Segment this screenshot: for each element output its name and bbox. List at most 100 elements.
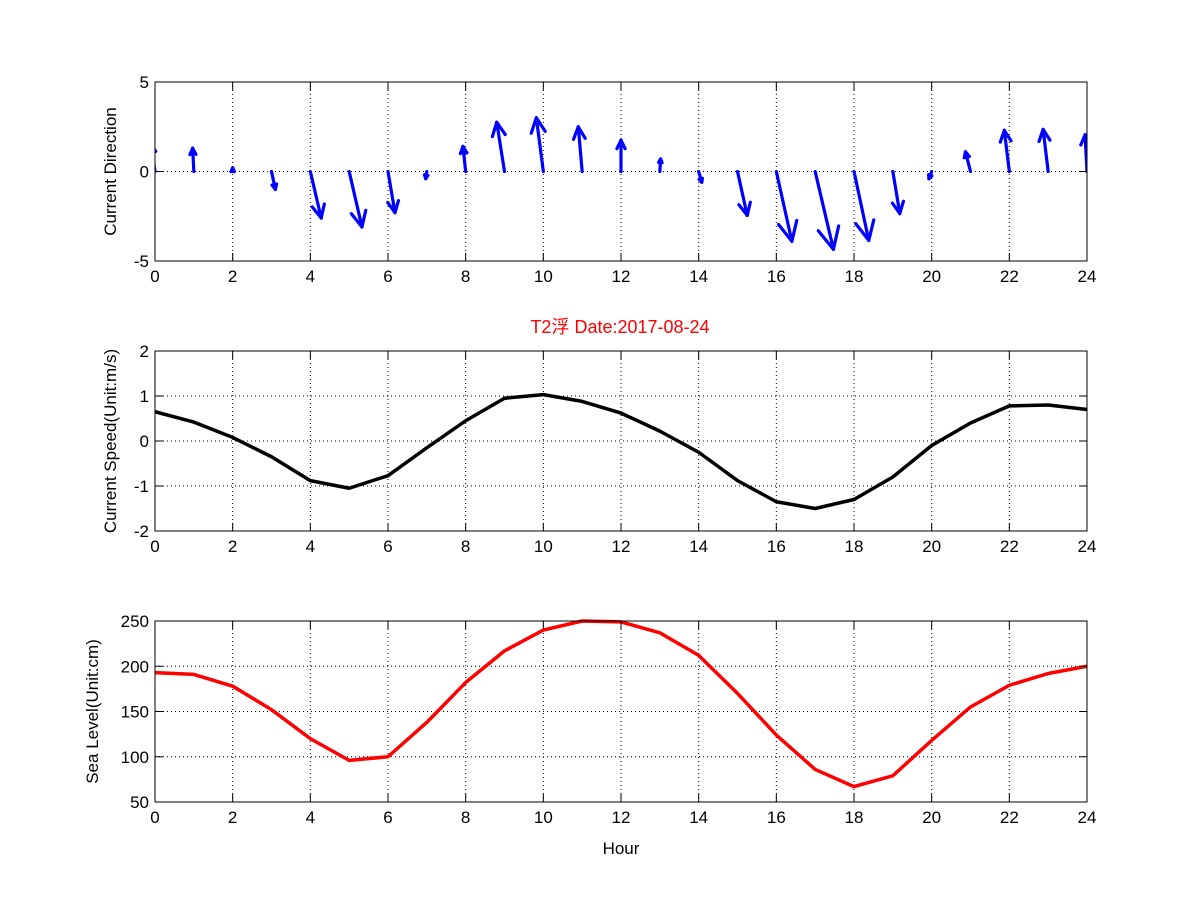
y-tick-label: 1 bbox=[140, 387, 149, 406]
x-tick-label: 10 bbox=[534, 537, 553, 556]
x-tick-label: 14 bbox=[689, 808, 708, 827]
x-tick-label: 18 bbox=[845, 808, 864, 827]
arrow-head bbox=[1037, 127, 1045, 144]
x-tick-label: 12 bbox=[612, 537, 631, 556]
quiver-arrow bbox=[890, 169, 906, 216]
arrow-head bbox=[927, 174, 934, 181]
quiver-arrow bbox=[308, 169, 326, 220]
chart-title: T2浮 Date:2017-08-24 bbox=[530, 317, 709, 337]
y-tick-label: 5 bbox=[140, 73, 149, 92]
arrow-head bbox=[534, 116, 547, 133]
x-tick-label: 22 bbox=[1000, 537, 1019, 556]
quiver-arrow bbox=[386, 169, 401, 215]
y-axis-label: Current Direction bbox=[101, 107, 120, 236]
quiver-series bbox=[149, 116, 1087, 251]
x-tick-label: 14 bbox=[689, 537, 708, 556]
y-tick-label: 0 bbox=[140, 163, 149, 182]
arrow-head bbox=[310, 205, 323, 220]
arrow-head bbox=[790, 218, 799, 243]
y-tick-label: 200 bbox=[121, 657, 149, 676]
x-tick-label: 2 bbox=[228, 267, 237, 286]
x-tick-label: 6 bbox=[383, 537, 392, 556]
arrow-shaft bbox=[308, 169, 323, 220]
arrow-head bbox=[615, 138, 623, 151]
x-tick-label: 0 bbox=[150, 537, 159, 556]
quiver-arrow bbox=[962, 150, 973, 174]
arrow-head bbox=[386, 200, 397, 215]
quiver-arrow bbox=[490, 120, 507, 174]
y-tick-label: -5 bbox=[134, 252, 149, 271]
quiver-arrow bbox=[347, 169, 368, 229]
y-tick-label: 150 bbox=[121, 703, 149, 722]
quiver-arrow bbox=[735, 169, 752, 217]
y-tick-label: 100 bbox=[121, 748, 149, 767]
arrow-head bbox=[273, 182, 279, 191]
x-tick-label: 22 bbox=[1000, 267, 1019, 286]
arrow-shaft bbox=[347, 169, 364, 229]
arrow-head bbox=[1002, 128, 1013, 143]
x-tick-label: 6 bbox=[383, 808, 392, 827]
arrow-shaft bbox=[576, 125, 584, 174]
arrow-head bbox=[816, 229, 836, 251]
arrow-shaft bbox=[155, 160, 157, 174]
arrow-shaft bbox=[461, 144, 468, 174]
arrow-head bbox=[854, 222, 871, 243]
x-tick-label: 10 bbox=[534, 267, 553, 286]
x-tick-label: 2 bbox=[228, 808, 237, 827]
arrow-head bbox=[490, 120, 499, 139]
quiver-arrow bbox=[229, 166, 237, 174]
x-tick-label: 14 bbox=[689, 267, 708, 286]
y-axis-label: Current Speed(Unit:m/s) bbox=[101, 349, 120, 533]
arrow-shaft bbox=[774, 169, 794, 243]
arrow-shaft bbox=[495, 120, 507, 174]
arrow-head bbox=[776, 222, 794, 243]
x-tick-label: 20 bbox=[922, 537, 941, 556]
x-tick-label: 0 bbox=[150, 808, 159, 827]
quiver-arrow bbox=[813, 169, 841, 251]
x-tick-label: 0 bbox=[150, 267, 159, 286]
x-tick-label: 6 bbox=[383, 267, 392, 286]
arrow-head bbox=[529, 116, 538, 135]
y-tick-label: 2 bbox=[140, 342, 149, 361]
x-tick-label: 24 bbox=[1078, 537, 1097, 556]
arrow-head bbox=[867, 218, 876, 243]
y-tick-label: 0 bbox=[140, 432, 149, 451]
quiver-arrow bbox=[188, 146, 198, 174]
x-axis-label: Hour bbox=[603, 839, 640, 858]
x-tick-label: 22 bbox=[1000, 808, 1019, 827]
quiver-arrow bbox=[697, 169, 705, 184]
arrow-head bbox=[424, 173, 430, 181]
arrow-head bbox=[890, 201, 902, 216]
arrow-head bbox=[188, 146, 195, 157]
x-tick-label: 18 bbox=[845, 537, 864, 556]
arrow-head bbox=[458, 144, 465, 156]
arrow-shaft bbox=[852, 169, 871, 243]
x-tick-label: 4 bbox=[306, 537, 315, 556]
y-tick-label: -2 bbox=[134, 522, 149, 541]
arrow-head bbox=[737, 203, 749, 217]
quiver-arrow bbox=[998, 128, 1013, 174]
arrow-shaft bbox=[191, 146, 196, 174]
x-tick-label: 2 bbox=[228, 537, 237, 556]
quiver-arrow bbox=[422, 169, 430, 181]
x-tick-label: 4 bbox=[306, 808, 315, 827]
x-tick-label: 16 bbox=[767, 537, 786, 556]
quiver-arrow bbox=[852, 169, 876, 243]
x-tick-label: 24 bbox=[1078, 267, 1097, 286]
arrow-head bbox=[745, 200, 752, 217]
x-tick-label: 12 bbox=[612, 808, 631, 827]
arrow-head bbox=[898, 199, 906, 216]
arrow-head bbox=[571, 125, 580, 141]
x-tick-label: 8 bbox=[461, 267, 470, 286]
arrow-shaft bbox=[891, 169, 902, 216]
y-axis-label: Sea Level(Unit:cm) bbox=[83, 639, 102, 784]
x-tick-label: 16 bbox=[767, 808, 786, 827]
quiver-arrow bbox=[269, 169, 279, 191]
arrow-head bbox=[700, 176, 705, 184]
arrow-shaft bbox=[386, 169, 397, 215]
arrow-head bbox=[360, 208, 368, 229]
arrow-shaft bbox=[1041, 127, 1050, 174]
arrow-head bbox=[149, 145, 151, 153]
